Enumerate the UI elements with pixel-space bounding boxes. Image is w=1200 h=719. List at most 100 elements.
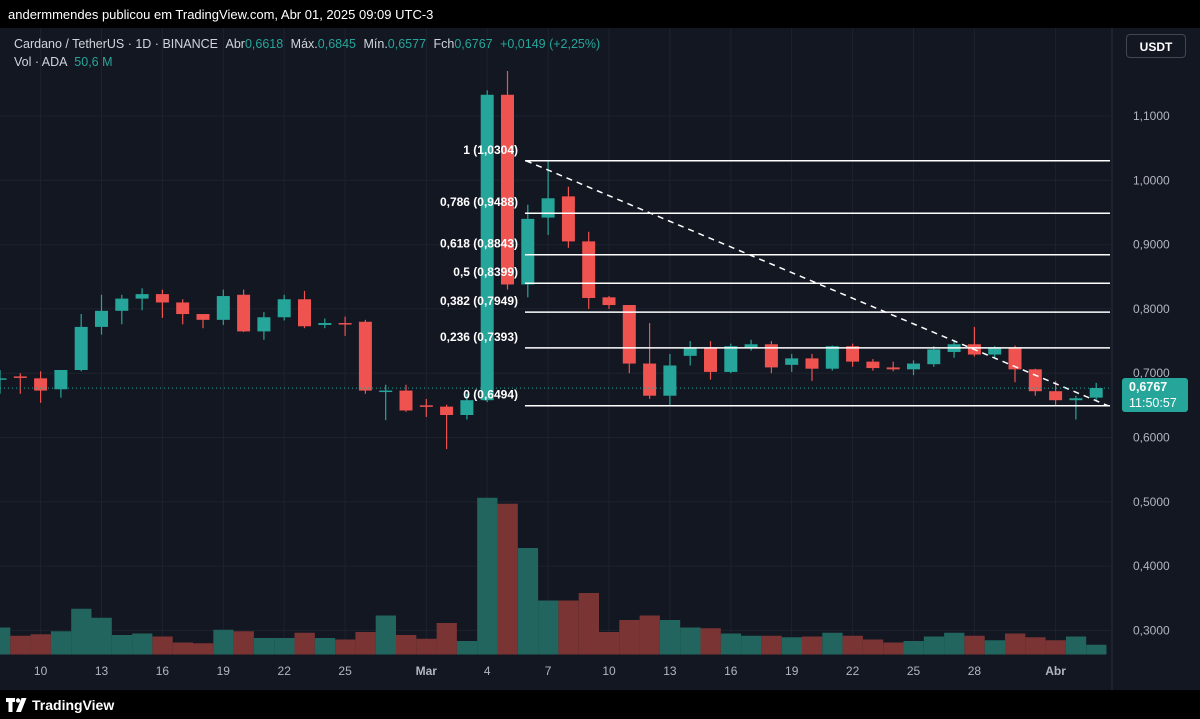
symbol-label[interactable]: Cardano / TetherUS · 1D · BINANCE bbox=[14, 37, 219, 51]
candle-body[interactable] bbox=[764, 344, 778, 368]
candle-body[interactable] bbox=[582, 241, 596, 298]
candle-body[interactable] bbox=[602, 297, 616, 306]
candle-body[interactable] bbox=[176, 302, 190, 315]
close-label: Fch bbox=[433, 37, 455, 51]
candle-body[interactable] bbox=[521, 218, 535, 285]
candle-body[interactable] bbox=[825, 346, 839, 369]
candle-body[interactable] bbox=[501, 94, 514, 285]
candle-body[interactable] bbox=[135, 294, 149, 299]
price-tick-label: 1,1000 bbox=[1133, 109, 1170, 123]
volume-bar bbox=[680, 627, 701, 655]
price-tick-label: 0,9000 bbox=[1133, 238, 1170, 252]
volume-bar bbox=[639, 615, 660, 655]
price-tick-label: 0,5000 bbox=[1133, 495, 1170, 509]
publish-line: andermmendes publicou em TradingView.com… bbox=[8, 7, 434, 22]
candle-body[interactable] bbox=[866, 361, 880, 369]
candles bbox=[0, 70, 1103, 450]
candle-body[interactable] bbox=[927, 349, 941, 365]
candle-body[interactable] bbox=[1049, 391, 1063, 401]
candle-body[interactable] bbox=[1008, 348, 1022, 370]
volume-bar bbox=[903, 641, 924, 655]
candle-body[interactable] bbox=[318, 323, 332, 325]
candle-body[interactable] bbox=[155, 294, 169, 303]
volume-bar bbox=[599, 632, 620, 655]
candle-body[interactable] bbox=[460, 400, 474, 415]
time-tick-label: 7 bbox=[545, 664, 552, 678]
candle-body[interactable] bbox=[663, 365, 677, 396]
volume-bar bbox=[822, 632, 843, 655]
candle-body[interactable] bbox=[785, 358, 799, 365]
candle-body[interactable] bbox=[0, 378, 7, 380]
candle-body[interactable] bbox=[358, 321, 372, 391]
volume-bar bbox=[193, 643, 214, 655]
candle-body[interactable] bbox=[95, 310, 108, 327]
candle-body[interactable] bbox=[744, 344, 758, 348]
candle-body[interactable] bbox=[216, 296, 230, 320]
volume-bar bbox=[375, 615, 396, 655]
candle-body[interactable] bbox=[643, 363, 657, 396]
volume-bar bbox=[538, 600, 559, 655]
volume-bar bbox=[111, 635, 133, 655]
candle-body[interactable] bbox=[541, 198, 555, 218]
volume-bar bbox=[781, 637, 802, 655]
candle-body[interactable] bbox=[419, 405, 433, 407]
volume-bar bbox=[294, 632, 315, 655]
candle-body[interactable] bbox=[622, 305, 636, 364]
candle-body[interactable] bbox=[704, 347, 717, 372]
fib-level-label: 0,236 (0,7393) bbox=[440, 330, 518, 344]
time-tick-label: 22 bbox=[278, 664, 292, 678]
low-value: 0,6577 bbox=[387, 37, 427, 51]
volume-legend: Vol · ADA 50,6 M bbox=[14, 55, 113, 69]
candle-body[interactable] bbox=[399, 390, 413, 411]
volume-bar bbox=[741, 635, 762, 655]
candle-body[interactable] bbox=[1089, 387, 1103, 398]
candle-body[interactable] bbox=[907, 363, 920, 370]
candle-body[interactable] bbox=[277, 299, 291, 318]
candle-body[interactable] bbox=[257, 317, 271, 332]
candle-body[interactable] bbox=[1069, 398, 1083, 401]
volume-bar bbox=[619, 620, 640, 655]
volume-bar bbox=[416, 638, 437, 655]
volume-bar bbox=[1086, 644, 1107, 655]
candle-body[interactable] bbox=[298, 299, 311, 327]
candle-body[interactable] bbox=[196, 314, 210, 320]
price-tick-label: 0,8000 bbox=[1133, 302, 1170, 316]
candle-body[interactable] bbox=[54, 369, 68, 390]
volume-label: Vol · ADA bbox=[14, 55, 67, 69]
candle-body[interactable] bbox=[115, 298, 129, 311]
candle-body[interactable] bbox=[480, 94, 494, 401]
candle-body[interactable] bbox=[237, 294, 251, 332]
candle-body[interactable] bbox=[724, 346, 738, 372]
candle-body[interactable] bbox=[846, 346, 860, 362]
candle-body[interactable] bbox=[13, 376, 27, 378]
candle-body[interactable] bbox=[34, 378, 48, 391]
volume-bar bbox=[10, 635, 31, 655]
volume-value: 50,6 M bbox=[74, 55, 113, 69]
candle-body[interactable] bbox=[886, 367, 900, 370]
fib-level-label: 0,618 (0,8843) bbox=[440, 237, 518, 251]
time-tick-label: 28 bbox=[968, 664, 982, 678]
candle-body[interactable] bbox=[74, 326, 88, 370]
fib-level-label: 1 (1,0304) bbox=[463, 143, 518, 157]
open-value: 0,6618 bbox=[244, 37, 284, 51]
candle-body[interactable] bbox=[805, 358, 819, 369]
volume-bar bbox=[802, 636, 823, 655]
candle-body[interactable] bbox=[683, 347, 697, 356]
currency-button[interactable]: USDT bbox=[1126, 34, 1186, 58]
candle-body[interactable] bbox=[379, 390, 393, 393]
volume-bar bbox=[30, 634, 51, 655]
candle-body[interactable] bbox=[988, 348, 1002, 355]
candle-body[interactable] bbox=[561, 196, 575, 242]
candle-body[interactable] bbox=[1028, 369, 1042, 392]
price-tick-label: 0,3000 bbox=[1133, 623, 1170, 637]
candle-body[interactable] bbox=[440, 406, 454, 415]
candle-body[interactable] bbox=[338, 323, 352, 325]
volume-bar bbox=[1025, 637, 1046, 655]
open-label: Abr bbox=[225, 37, 245, 51]
volume-bar bbox=[944, 632, 965, 655]
tradingview-logo-icon bbox=[6, 698, 27, 712]
price-chart[interactable]: 1 (1,0304) 0,786 (0,9488) 0,618 (0,8843) 0,… bbox=[0, 28, 1200, 690]
volume-bar bbox=[132, 633, 153, 655]
volume-bar bbox=[0, 627, 11, 655]
price-tick-label: 1,0000 bbox=[1133, 173, 1170, 187]
